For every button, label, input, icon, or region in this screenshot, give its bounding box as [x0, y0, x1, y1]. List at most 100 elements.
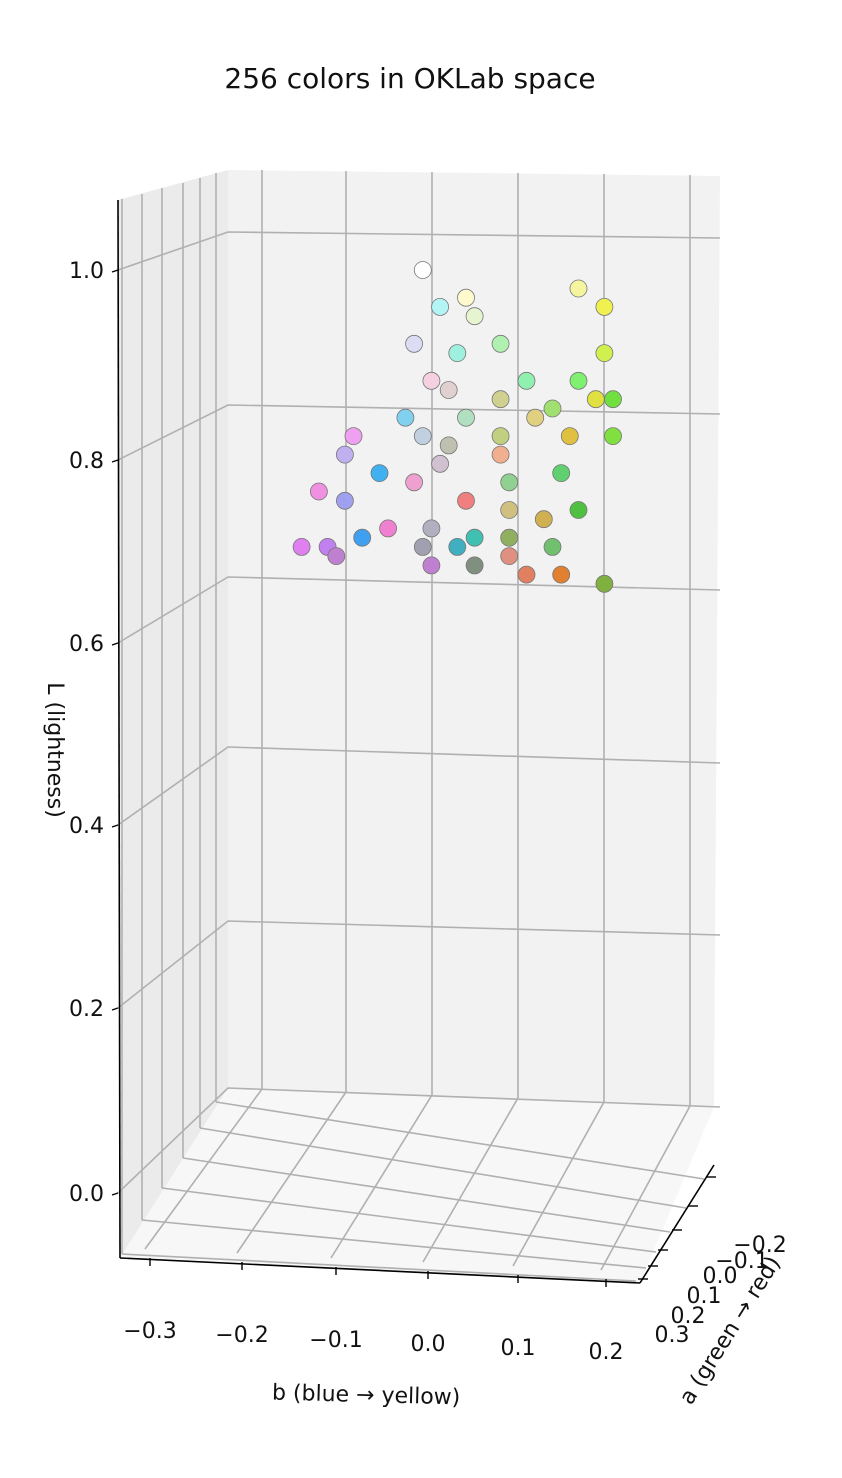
L-tick-label: 0.4 — [69, 814, 104, 839]
data-point — [292, 538, 311, 556]
a-tick-label: 0.1 — [687, 1284, 722, 1309]
L-tick-mark — [111, 824, 119, 828]
data-point — [500, 473, 519, 492]
data-point — [569, 501, 588, 519]
data-point — [439, 436, 458, 455]
data-point — [560, 427, 579, 446]
data-point — [422, 556, 441, 575]
L-tick-mark — [111, 642, 119, 646]
data-point — [543, 538, 562, 556]
data-point — [552, 464, 571, 483]
b-tick-label: −0.1 — [309, 1328, 362, 1353]
data-point — [465, 528, 484, 547]
data-point — [413, 427, 432, 446]
b-gridline-floor — [422, 1097, 519, 1263]
data-point — [534, 510, 553, 529]
L-tick-mark — [111, 1192, 119, 1196]
data-point — [569, 371, 588, 390]
data-point — [465, 307, 484, 326]
data-point — [439, 381, 458, 399]
a-tick-label: −0.2 — [733, 1233, 786, 1258]
data-point — [396, 408, 415, 427]
data-point — [543, 399, 562, 418]
L-gridline — [117, 576, 721, 644]
data-points — [292, 261, 622, 593]
data-point — [413, 261, 432, 279]
data-point — [353, 528, 372, 547]
data-point — [604, 390, 622, 409]
data-point — [491, 445, 510, 464]
data-point — [491, 334, 510, 353]
L-tick-label: 0.0 — [69, 1182, 104, 1207]
L-axis-label: L (lightness) — [42, 682, 67, 818]
data-point — [526, 408, 545, 427]
b-gridline-floor — [330, 1094, 433, 1259]
data-point — [595, 344, 614, 363]
data-point — [335, 491, 354, 510]
data-point — [517, 565, 536, 584]
grid-lines — [117, 170, 721, 1282]
data-point — [335, 445, 354, 464]
data-point — [379, 519, 398, 538]
axis-lines — [117, 199, 715, 1284]
data-point — [552, 565, 571, 584]
data-point — [586, 390, 605, 409]
data-point — [327, 547, 346, 565]
data-point — [595, 297, 614, 316]
data-point — [491, 427, 510, 446]
data-point — [448, 538, 467, 556]
L-gridline — [117, 231, 721, 271]
b-gridline-floor — [236, 1091, 347, 1254]
L-tick-mark — [111, 1007, 119, 1011]
data-point — [500, 528, 519, 547]
chart-title: 256 colors in OKLab space — [224, 62, 595, 95]
data-point — [595, 574, 614, 593]
data-point — [431, 454, 450, 473]
L-axis-line — [117, 199, 121, 1259]
data-point — [309, 482, 328, 501]
a-tick-label: 0.2 — [671, 1304, 706, 1329]
data-point — [422, 371, 441, 390]
a-tick-label: 0.0 — [703, 1264, 738, 1289]
b-tick-label: 0.2 — [589, 1340, 624, 1365]
b-axis-label: b (blue → yellow) — [272, 1381, 461, 1411]
data-point — [457, 491, 475, 510]
left-pane — [118, 170, 228, 1258]
floor-pane — [120, 1088, 714, 1283]
data-point — [491, 390, 510, 409]
data-point — [422, 519, 441, 538]
data-point — [517, 371, 536, 390]
b-tick-label: 0.1 — [501, 1336, 536, 1361]
data-point — [465, 556, 484, 575]
data-point — [500, 547, 519, 565]
tick-marks: 0.00.20.40.60.81.0−0.3 −0.2 −0.1 0.0 0.1 0.2−… — [69, 259, 787, 1365]
b-tick-label: 0.0 — [411, 1332, 446, 1357]
data-point — [405, 473, 424, 492]
data-point — [569, 279, 588, 298]
data-point — [431, 297, 450, 316]
data-point — [405, 334, 424, 353]
data-point — [370, 464, 389, 483]
a-axis-line — [639, 1164, 715, 1284]
data-point — [413, 538, 432, 556]
b-gridline-floor — [512, 1101, 605, 1267]
L-tick-mark — [111, 269, 119, 273]
a-tick-label: 0.3 — [655, 1323, 690, 1348]
a-gridline-floor — [199, 1127, 687, 1209]
b-axis-line — [119, 1257, 641, 1284]
a-gridline-floor — [182, 1157, 671, 1233]
L-tick-label: 1.0 — [69, 259, 104, 284]
a-tick-label: −0.1 — [715, 1249, 768, 1274]
a-gridline-floor — [161, 1187, 657, 1253]
data-point — [448, 344, 467, 363]
data-point — [457, 288, 475, 307]
L-tick-label: 0.6 — [69, 632, 104, 657]
L-gridline — [117, 1087, 721, 1194]
L-tick-label: 0.8 — [69, 449, 104, 474]
a-gridline-floor — [121, 1253, 637, 1282]
L-tick-mark — [111, 459, 119, 463]
data-point — [500, 501, 519, 519]
a-gridline-floor — [215, 1101, 705, 1180]
b-tick-label: −0.2 — [215, 1323, 268, 1348]
